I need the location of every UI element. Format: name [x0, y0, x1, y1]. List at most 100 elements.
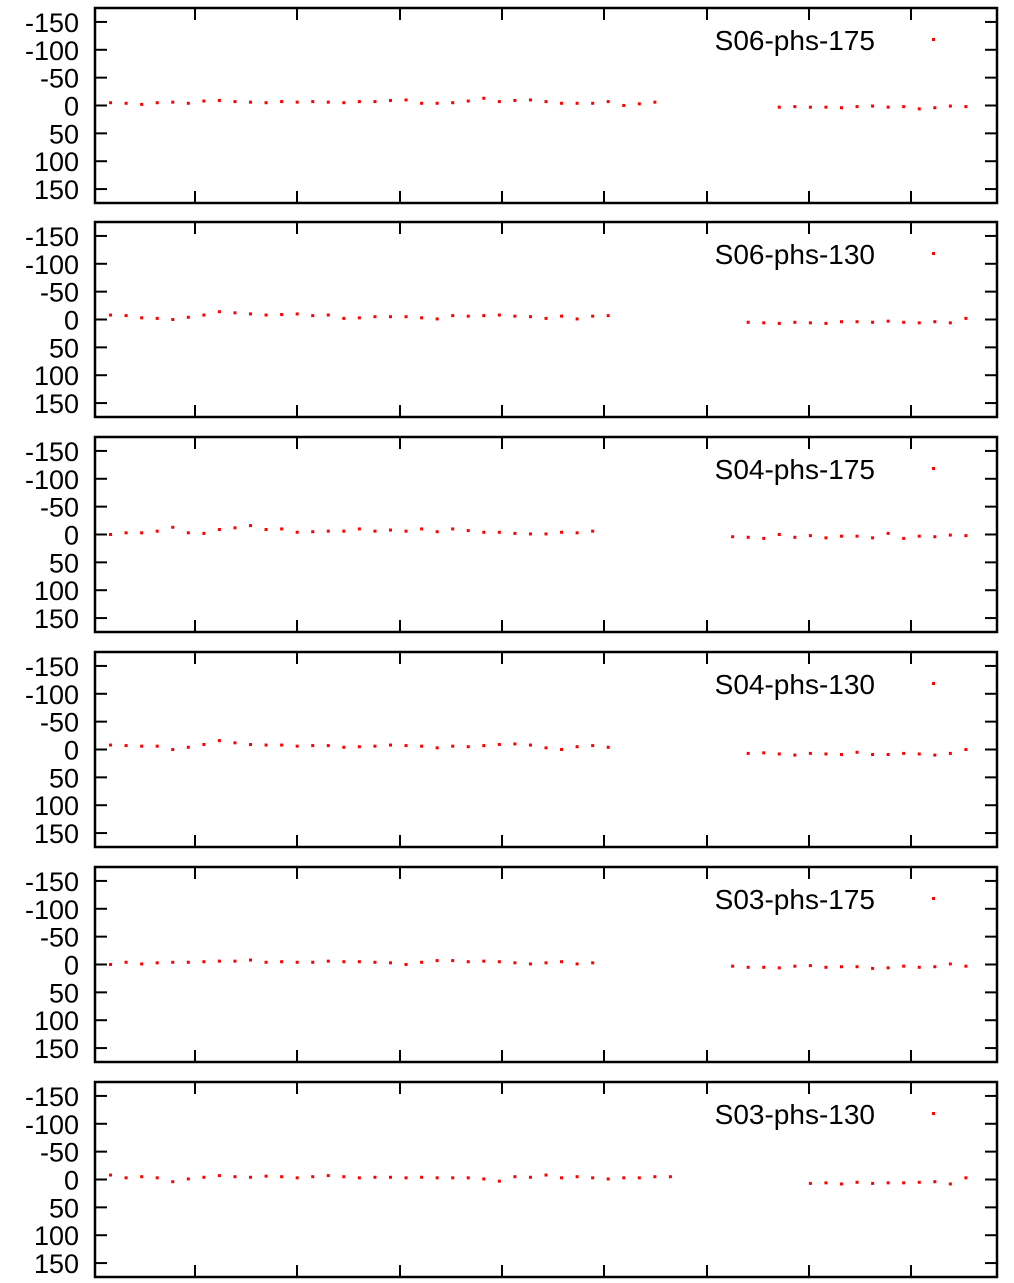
data-point — [420, 527, 424, 531]
data-point — [855, 534, 859, 538]
y-tick-label: 0 — [64, 951, 79, 981]
data-point — [513, 531, 517, 535]
data-point — [280, 1175, 284, 1179]
data-point — [528, 98, 532, 102]
data-point — [295, 312, 299, 316]
y-tick-label: 0 — [64, 92, 79, 122]
y-tick-label: 50 — [49, 1193, 79, 1223]
legend-marker — [932, 38, 935, 41]
data-point — [513, 961, 517, 965]
data-point — [513, 98, 517, 102]
data-point — [497, 960, 501, 964]
data-point — [342, 101, 346, 105]
data-point — [824, 536, 828, 540]
data-point — [637, 1176, 641, 1180]
data-point — [451, 959, 455, 963]
data-point — [233, 959, 237, 963]
data-point — [839, 965, 843, 969]
data-point — [871, 104, 875, 108]
y-tick-label: 0 — [64, 736, 79, 766]
data-point — [466, 1176, 470, 1180]
y-tick-label: 50 — [49, 333, 79, 363]
data-point — [497, 742, 501, 746]
data-point — [388, 315, 392, 319]
data-point — [171, 748, 175, 751]
data-point — [606, 1177, 610, 1181]
data-point — [451, 1176, 455, 1180]
data-point — [886, 319, 890, 323]
data-point — [202, 313, 206, 317]
data-point — [140, 744, 144, 748]
data-point — [948, 321, 952, 325]
data-point — [435, 317, 439, 321]
y-tick-label: -50 — [40, 64, 79, 94]
data-point — [373, 315, 377, 319]
data-point — [420, 1175, 424, 1179]
data-point — [404, 529, 408, 533]
data-point — [528, 962, 532, 966]
data-point — [964, 105, 968, 109]
data-point — [404, 963, 408, 966]
data-point — [202, 742, 206, 746]
data-point — [249, 958, 253, 962]
data-point — [855, 1180, 859, 1184]
y-tick-label: 50 — [49, 119, 79, 149]
data-point — [622, 104, 626, 107]
data-point — [342, 960, 346, 964]
data-point — [342, 745, 346, 749]
data-point — [933, 1180, 937, 1184]
data-point — [544, 1173, 548, 1177]
data-point — [482, 314, 486, 318]
data-point — [280, 312, 284, 316]
data-point — [808, 534, 812, 538]
data-point — [824, 752, 828, 756]
data-point — [357, 960, 361, 964]
data-point — [808, 964, 812, 968]
data-point — [917, 534, 921, 538]
data-point — [466, 314, 470, 318]
data-point — [202, 960, 206, 964]
y-tick-label: 0 — [64, 306, 79, 336]
data-point — [186, 101, 190, 105]
data-point — [311, 960, 315, 964]
data-point — [528, 532, 532, 536]
data-point — [124, 531, 128, 535]
data-point — [140, 1175, 144, 1179]
data-point — [311, 1175, 315, 1179]
data-point — [217, 1174, 221, 1178]
data-point — [528, 1175, 532, 1179]
y-tick-label: -100 — [25, 250, 79, 280]
data-point — [295, 960, 299, 964]
data-point — [326, 959, 330, 963]
legend-label: S03-phs-175 — [715, 884, 875, 915]
data-point — [793, 320, 797, 324]
data-point — [528, 315, 532, 319]
data-point — [280, 100, 284, 104]
data-point — [357, 100, 361, 104]
data-point — [202, 531, 206, 535]
data-point — [497, 100, 501, 104]
data-point — [762, 536, 766, 540]
data-point — [793, 753, 797, 757]
data-point — [155, 316, 159, 320]
data-point — [948, 533, 952, 537]
y-tick-label: -150 — [25, 8, 79, 38]
y-tick-label: 150 — [34, 389, 79, 419]
data-point — [497, 1179, 501, 1183]
data-point — [824, 105, 828, 109]
data-point — [171, 960, 175, 964]
data-point — [140, 316, 144, 320]
data-point — [948, 104, 952, 108]
data-point — [591, 529, 595, 533]
data-point — [839, 753, 843, 757]
data-point — [497, 313, 501, 317]
data-point — [497, 530, 501, 534]
data-point — [466, 99, 470, 103]
data-point — [466, 745, 470, 749]
data-point — [420, 101, 424, 105]
data-point — [964, 748, 968, 751]
data-point — [373, 744, 377, 748]
data-point — [560, 101, 564, 105]
data-point — [871, 966, 875, 970]
